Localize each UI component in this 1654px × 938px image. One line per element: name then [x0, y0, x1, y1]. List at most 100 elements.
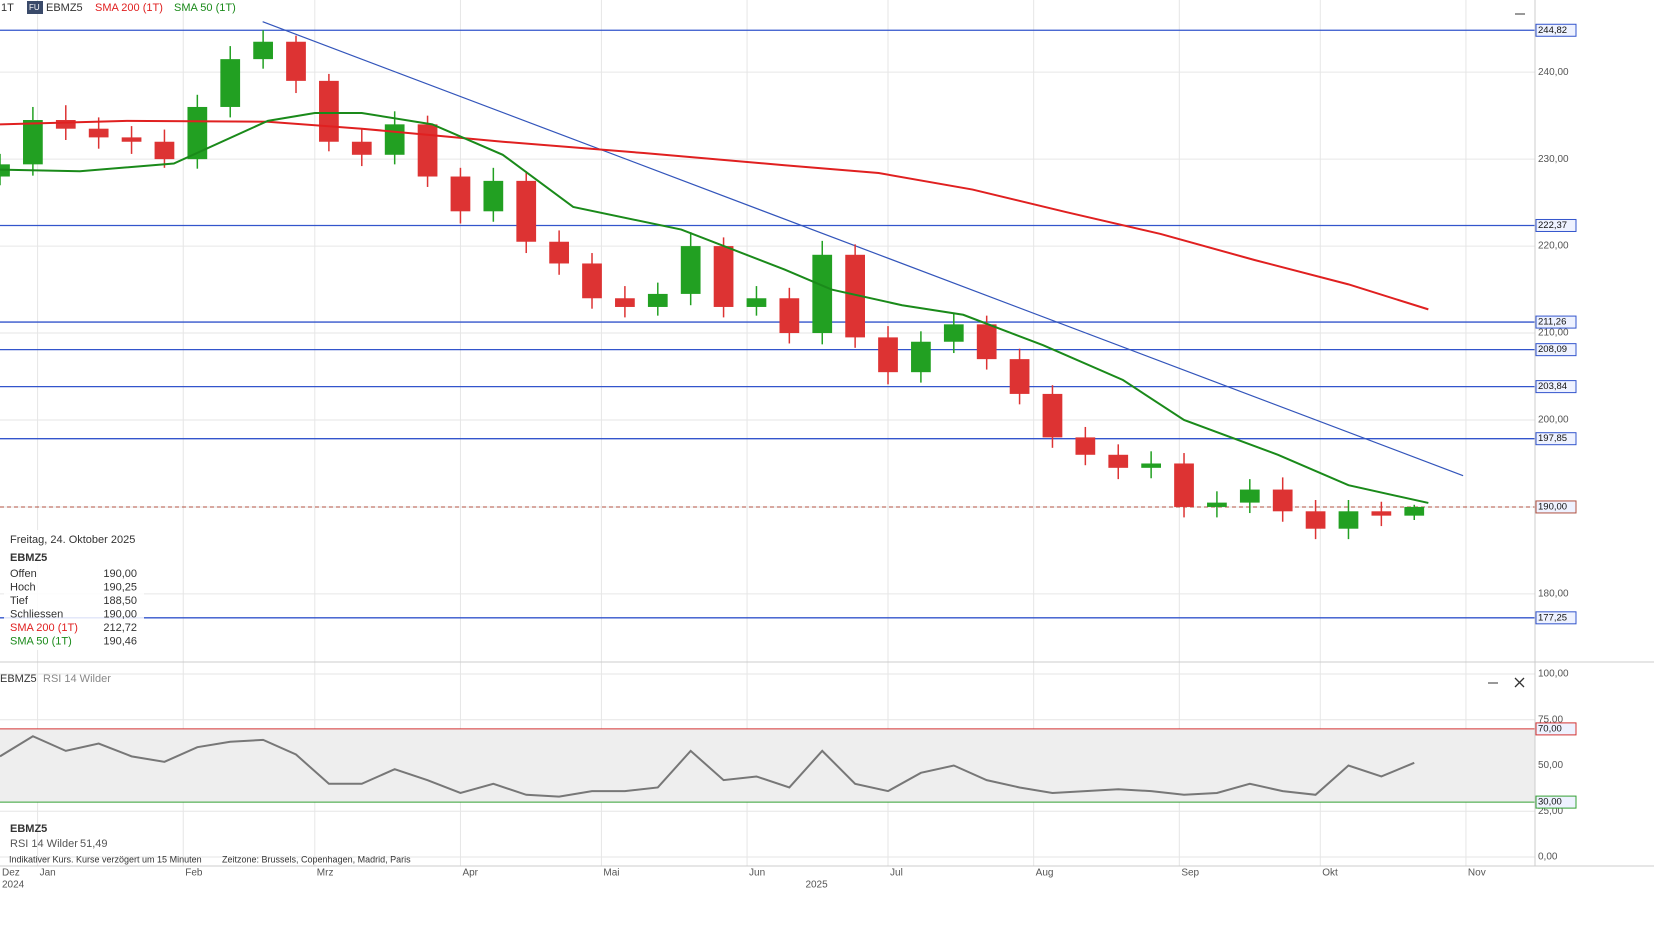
- close-icon[interactable]: [1514, 677, 1525, 688]
- info-value: 212,72: [103, 622, 137, 634]
- rsi-legend-name: RSI 14 Wilder: [10, 838, 78, 850]
- badge: FU: [29, 3, 40, 12]
- x-tick-label: Feb: [185, 868, 203, 879]
- rsi-symbol: EBMZ5: [0, 673, 37, 685]
- grid-layer: [0, 0, 1535, 866]
- candle-body: [976, 324, 997, 360]
- y-tick-label: 100,00: [1538, 669, 1569, 680]
- symbol: EBMZ5: [46, 2, 83, 14]
- level-label-bg: [1535, 218, 1577, 232]
- level-label: 203,84: [1538, 381, 1567, 392]
- sma-line: [0, 119, 1429, 311]
- candle-body: [1174, 463, 1194, 507]
- year-label: 2025: [805, 880, 828, 891]
- candle-body: [779, 298, 800, 334]
- candle-body: [1108, 454, 1129, 468]
- y-tick-label: 200,00: [1538, 415, 1569, 426]
- y-tick-label: 220,00: [1538, 241, 1569, 252]
- level-label-bg: [1535, 315, 1577, 329]
- rsi-legend-symbol: EBMZ5: [10, 823, 47, 835]
- info-label: Schliessen: [10, 608, 63, 620]
- level-label-bg: [1535, 343, 1577, 357]
- info-label: Offen: [10, 568, 37, 580]
- y-tick-label: 180,00: [1538, 589, 1569, 600]
- candle-body: [1239, 489, 1260, 503]
- candle-body: [319, 80, 339, 142]
- candle-body: [1338, 511, 1359, 529]
- level-label: 70,00: [1538, 723, 1562, 734]
- candle-body: [23, 120, 43, 165]
- candle-body: [713, 246, 734, 307]
- candle-body: [1371, 511, 1392, 516]
- legend-sma50[interactable]: SMA 50 (1T): [174, 2, 236, 14]
- level-label: 222,37: [1538, 220, 1567, 231]
- x-tick-label: Apr: [462, 868, 478, 879]
- x-tick-label: Aug: [1036, 868, 1054, 879]
- candle-body: [1042, 393, 1063, 438]
- y-tick-label: 240,00: [1538, 67, 1569, 78]
- candle-body: [483, 180, 504, 212]
- candle-body: [55, 120, 76, 129]
- candle-body: [154, 141, 175, 160]
- x-tick-label: Nov: [1468, 868, 1486, 879]
- info-value: 190,46: [103, 635, 137, 647]
- level-label: 190,00: [1538, 501, 1567, 512]
- level-label-bg: [1535, 380, 1577, 394]
- candle-body: [615, 298, 635, 307]
- rsi-line: [0, 735, 1415, 798]
- candle-body: [1141, 463, 1161, 468]
- x-tick-label: Jun: [749, 868, 765, 879]
- interval: 1T: [1, 2, 14, 14]
- footer-timezone: Zeitzone: Brussels, Copenhagen, Madrid, …: [222, 854, 411, 864]
- plot-layer: [0, 21, 1535, 803]
- candle-body: [1075, 437, 1096, 455]
- info-label: SMA 200 (1T): [10, 622, 78, 634]
- info-date: Freitag, 24. Oktober 2025: [10, 534, 135, 546]
- candle-body: [845, 254, 865, 338]
- candle-body: [1404, 506, 1425, 516]
- x-tick-label: Okt: [1322, 868, 1338, 879]
- y-tick-label: 0,00: [1538, 852, 1558, 863]
- rsi-legend-value: 51,49: [80, 838, 108, 850]
- candle-body: [911, 341, 931, 373]
- y-tick-label: 230,00: [1538, 154, 1569, 165]
- y-tick-label: 75,00: [1538, 714, 1563, 725]
- candle-body: [1207, 502, 1227, 507]
- info-value: 188,50: [103, 595, 137, 607]
- legend-sma200[interactable]: SMA 200 (1T): [95, 2, 163, 14]
- level-label-bg: [1535, 611, 1577, 625]
- sma-line: [0, 112, 1429, 504]
- info-box: Freitag, 24. Oktober 2025 EBMZ5 Offen 19…: [4, 530, 144, 650]
- info-value: 190,00: [103, 568, 137, 580]
- candle-body: [1305, 511, 1326, 529]
- info-value: 190,25: [103, 581, 137, 593]
- candle-body: [647, 293, 668, 307]
- candle-body: [220, 59, 241, 107]
- candle-body: [417, 124, 438, 177]
- candle-body: [187, 106, 208, 160]
- candle-body: [943, 324, 964, 342]
- candle-body: [1009, 359, 1030, 394]
- candle-body: [746, 298, 767, 307]
- level-label: 211,26: [1538, 317, 1566, 328]
- x-tick-label: Dez: [2, 868, 20, 879]
- info-label: Hoch: [10, 581, 36, 593]
- candle-body: [88, 128, 109, 138]
- rsi-band: [0, 729, 1535, 802]
- level-label-bg: [1535, 722, 1577, 736]
- candle-body: [1272, 489, 1293, 512]
- info-label: Tief: [10, 595, 29, 607]
- info-bg: [4, 530, 144, 650]
- rsi-title: RSI 14 Wilder: [43, 673, 111, 685]
- x-tick-label: Mrz: [317, 868, 334, 879]
- info-label: SMA 50 (1T): [10, 635, 72, 647]
- candle-body: [253, 41, 273, 60]
- level-label-bg: [1535, 500, 1577, 514]
- candle-body: [516, 180, 537, 242]
- level-label: 244,82: [1538, 25, 1567, 36]
- candle-body: [286, 41, 306, 81]
- x-tick-label: Jul: [890, 868, 903, 879]
- level-label-bg: [1535, 23, 1577, 37]
- level-label-bg: [1535, 432, 1577, 446]
